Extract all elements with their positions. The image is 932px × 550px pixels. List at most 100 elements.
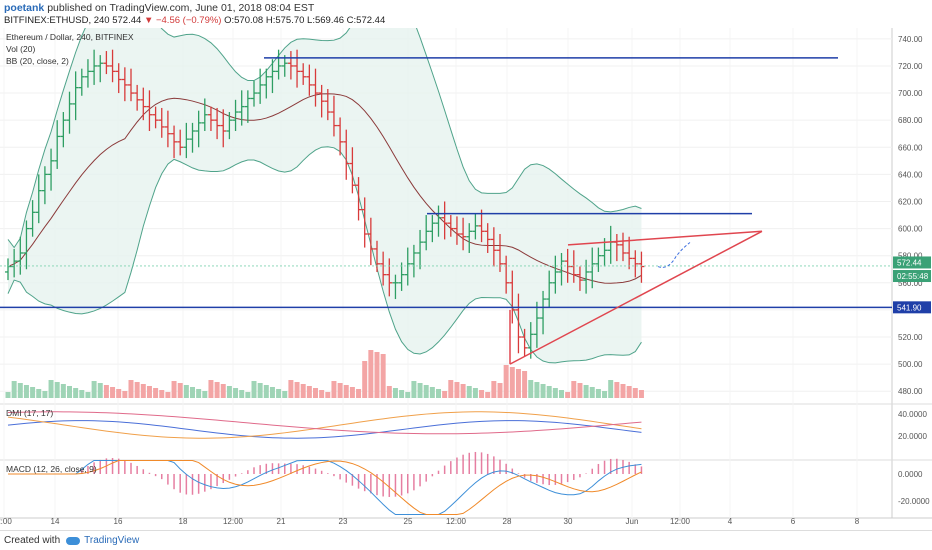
- volume-bar: [208, 380, 214, 398]
- price-tick-label: 660.00: [898, 143, 923, 152]
- ohlc-low: L:569.46: [307, 15, 345, 26]
- volume-bar: [374, 352, 380, 398]
- volume-bar: [337, 383, 343, 398]
- volume-bar: [263, 385, 269, 398]
- volume-bar: [325, 392, 331, 398]
- time-tick-label: Jun: [626, 517, 639, 526]
- volume-bar: [448, 380, 454, 398]
- price-bars[interactable]: [5, 49, 645, 359]
- volume-bar: [257, 383, 263, 398]
- price-tick-label: 560.00: [898, 279, 923, 288]
- price-tick-label: 620.00: [898, 197, 923, 206]
- price-tick-label: 680.00: [898, 116, 923, 125]
- volume-bar: [183, 385, 189, 398]
- triangle-lower-line: [509, 230, 763, 365]
- time-tick-label: 12:00: [223, 517, 244, 526]
- volume-bar: [251, 381, 257, 398]
- author-link[interactable]: poetank: [4, 2, 45, 14]
- last-price-tag: 572.44: [897, 258, 922, 267]
- time-tick-label: 4: [728, 517, 733, 526]
- bb-fill: [8, 0, 642, 363]
- volume-bar: [269, 387, 275, 398]
- time-tick-label: 16: [114, 517, 123, 526]
- volume-bar: [214, 382, 220, 398]
- volume-bar: [146, 386, 152, 398]
- countdown-tag-bg: [893, 270, 931, 283]
- time-tick-label: 28: [503, 517, 512, 526]
- volume-bar: [626, 386, 632, 398]
- volume-bar: [503, 365, 509, 398]
- volume-bar: [48, 380, 54, 398]
- volume-bar: [282, 391, 288, 398]
- volume-bar: [602, 391, 608, 398]
- volume-bar: [392, 388, 398, 398]
- volume-bar: [319, 390, 325, 398]
- volume-bar: [417, 383, 423, 398]
- volume-bar: [190, 387, 195, 398]
- volume-bar: [36, 389, 42, 398]
- volume-bar: [515, 369, 521, 398]
- tradingview-logo-icon: [66, 536, 81, 545]
- volume-bar: [233, 388, 239, 398]
- time-tick-label: 30: [564, 517, 573, 526]
- volume-bar: [294, 382, 300, 398]
- adx-line: [7, 411, 642, 435]
- volume-bar: [177, 383, 183, 398]
- volume-bar: [60, 384, 66, 398]
- volume-bar: [436, 389, 441, 398]
- ohlc-high: H:575.70: [265, 15, 305, 26]
- volume-bar: [571, 381, 577, 398]
- price-tick-label: 640.00: [898, 170, 923, 179]
- dmi-tick-label: 40.0000: [898, 410, 927, 419]
- volume-bar: [73, 388, 79, 398]
- dmi-plus-line: [7, 420, 642, 439]
- volume-bar: [559, 390, 564, 398]
- volume-bar: [349, 387, 355, 398]
- price-change: ▼ −4.56 (−0.79%): [143, 15, 222, 26]
- volume-bar: [534, 382, 540, 398]
- volume-bar: [411, 381, 417, 398]
- volume-bar: [608, 380, 614, 398]
- volume-bar: [356, 389, 362, 398]
- volume-bar: [134, 382, 140, 398]
- ohlc-close: C:572.44: [346, 15, 386, 26]
- volume-bar: [546, 386, 552, 398]
- volume-bar: [638, 390, 644, 398]
- price-tick-label: 740.00: [898, 35, 923, 44]
- volume-bar: [54, 382, 60, 398]
- volume-bar: [620, 384, 626, 398]
- tradingview-brand[interactable]: TradingView: [84, 535, 140, 546]
- time-tick-label: 25: [404, 517, 413, 526]
- chart-area[interactable]: 40.0000 20.0000 0.0000 -20.0000 740.00 720.…: [0, 0, 932, 528]
- volume-bar: [442, 391, 448, 398]
- price-tick-label: 480.00: [898, 387, 923, 396]
- macd-tick-label: -20.0000: [898, 497, 930, 506]
- price-tick-label: 700.00: [898, 89, 923, 98]
- volume-bar: [103, 385, 109, 398]
- publish-info: poetank published on TradingView.com, Ju…: [4, 2, 314, 14]
- drawings[interactable]: [0, 57, 892, 365]
- volume-bar: [429, 387, 435, 398]
- time-tick-label: 6: [791, 517, 796, 526]
- price-axis[interactable]: 740.00 720.00 700.00 680.00 660.00 640.00 620.…: [893, 35, 931, 396]
- triangle-upper-line: [567, 230, 763, 246]
- volume-bar: [313, 388, 318, 398]
- time-axis[interactable]: 2:00 14 16 18 12:00 21 23 25 12:00 28 30 Jun 12:00 4 6…: [0, 517, 860, 526]
- volume-bar: [17, 383, 23, 398]
- volume-bar: [116, 389, 122, 398]
- volume-bar: [30, 387, 36, 398]
- volume-bar: [540, 384, 546, 398]
- volume-bar: [288, 380, 294, 398]
- volume-bar: [386, 386, 392, 398]
- bb-basis: [7, 93, 642, 284]
- time-tick-label: 21: [277, 517, 286, 526]
- last-price-tag-bg: [893, 256, 931, 269]
- footer: Created with TradingView: [0, 530, 932, 550]
- volume-bar: [171, 381, 177, 398]
- volume-bar: [583, 385, 589, 398]
- volume-bar: [245, 392, 251, 398]
- chart-svg[interactable]: 40.0000 20.0000 0.0000 -20.0000 740.00 720.…: [0, 0, 932, 528]
- volume-bar: [122, 391, 128, 398]
- volume-bar: [522, 371, 528, 398]
- volume-bar: [23, 385, 29, 398]
